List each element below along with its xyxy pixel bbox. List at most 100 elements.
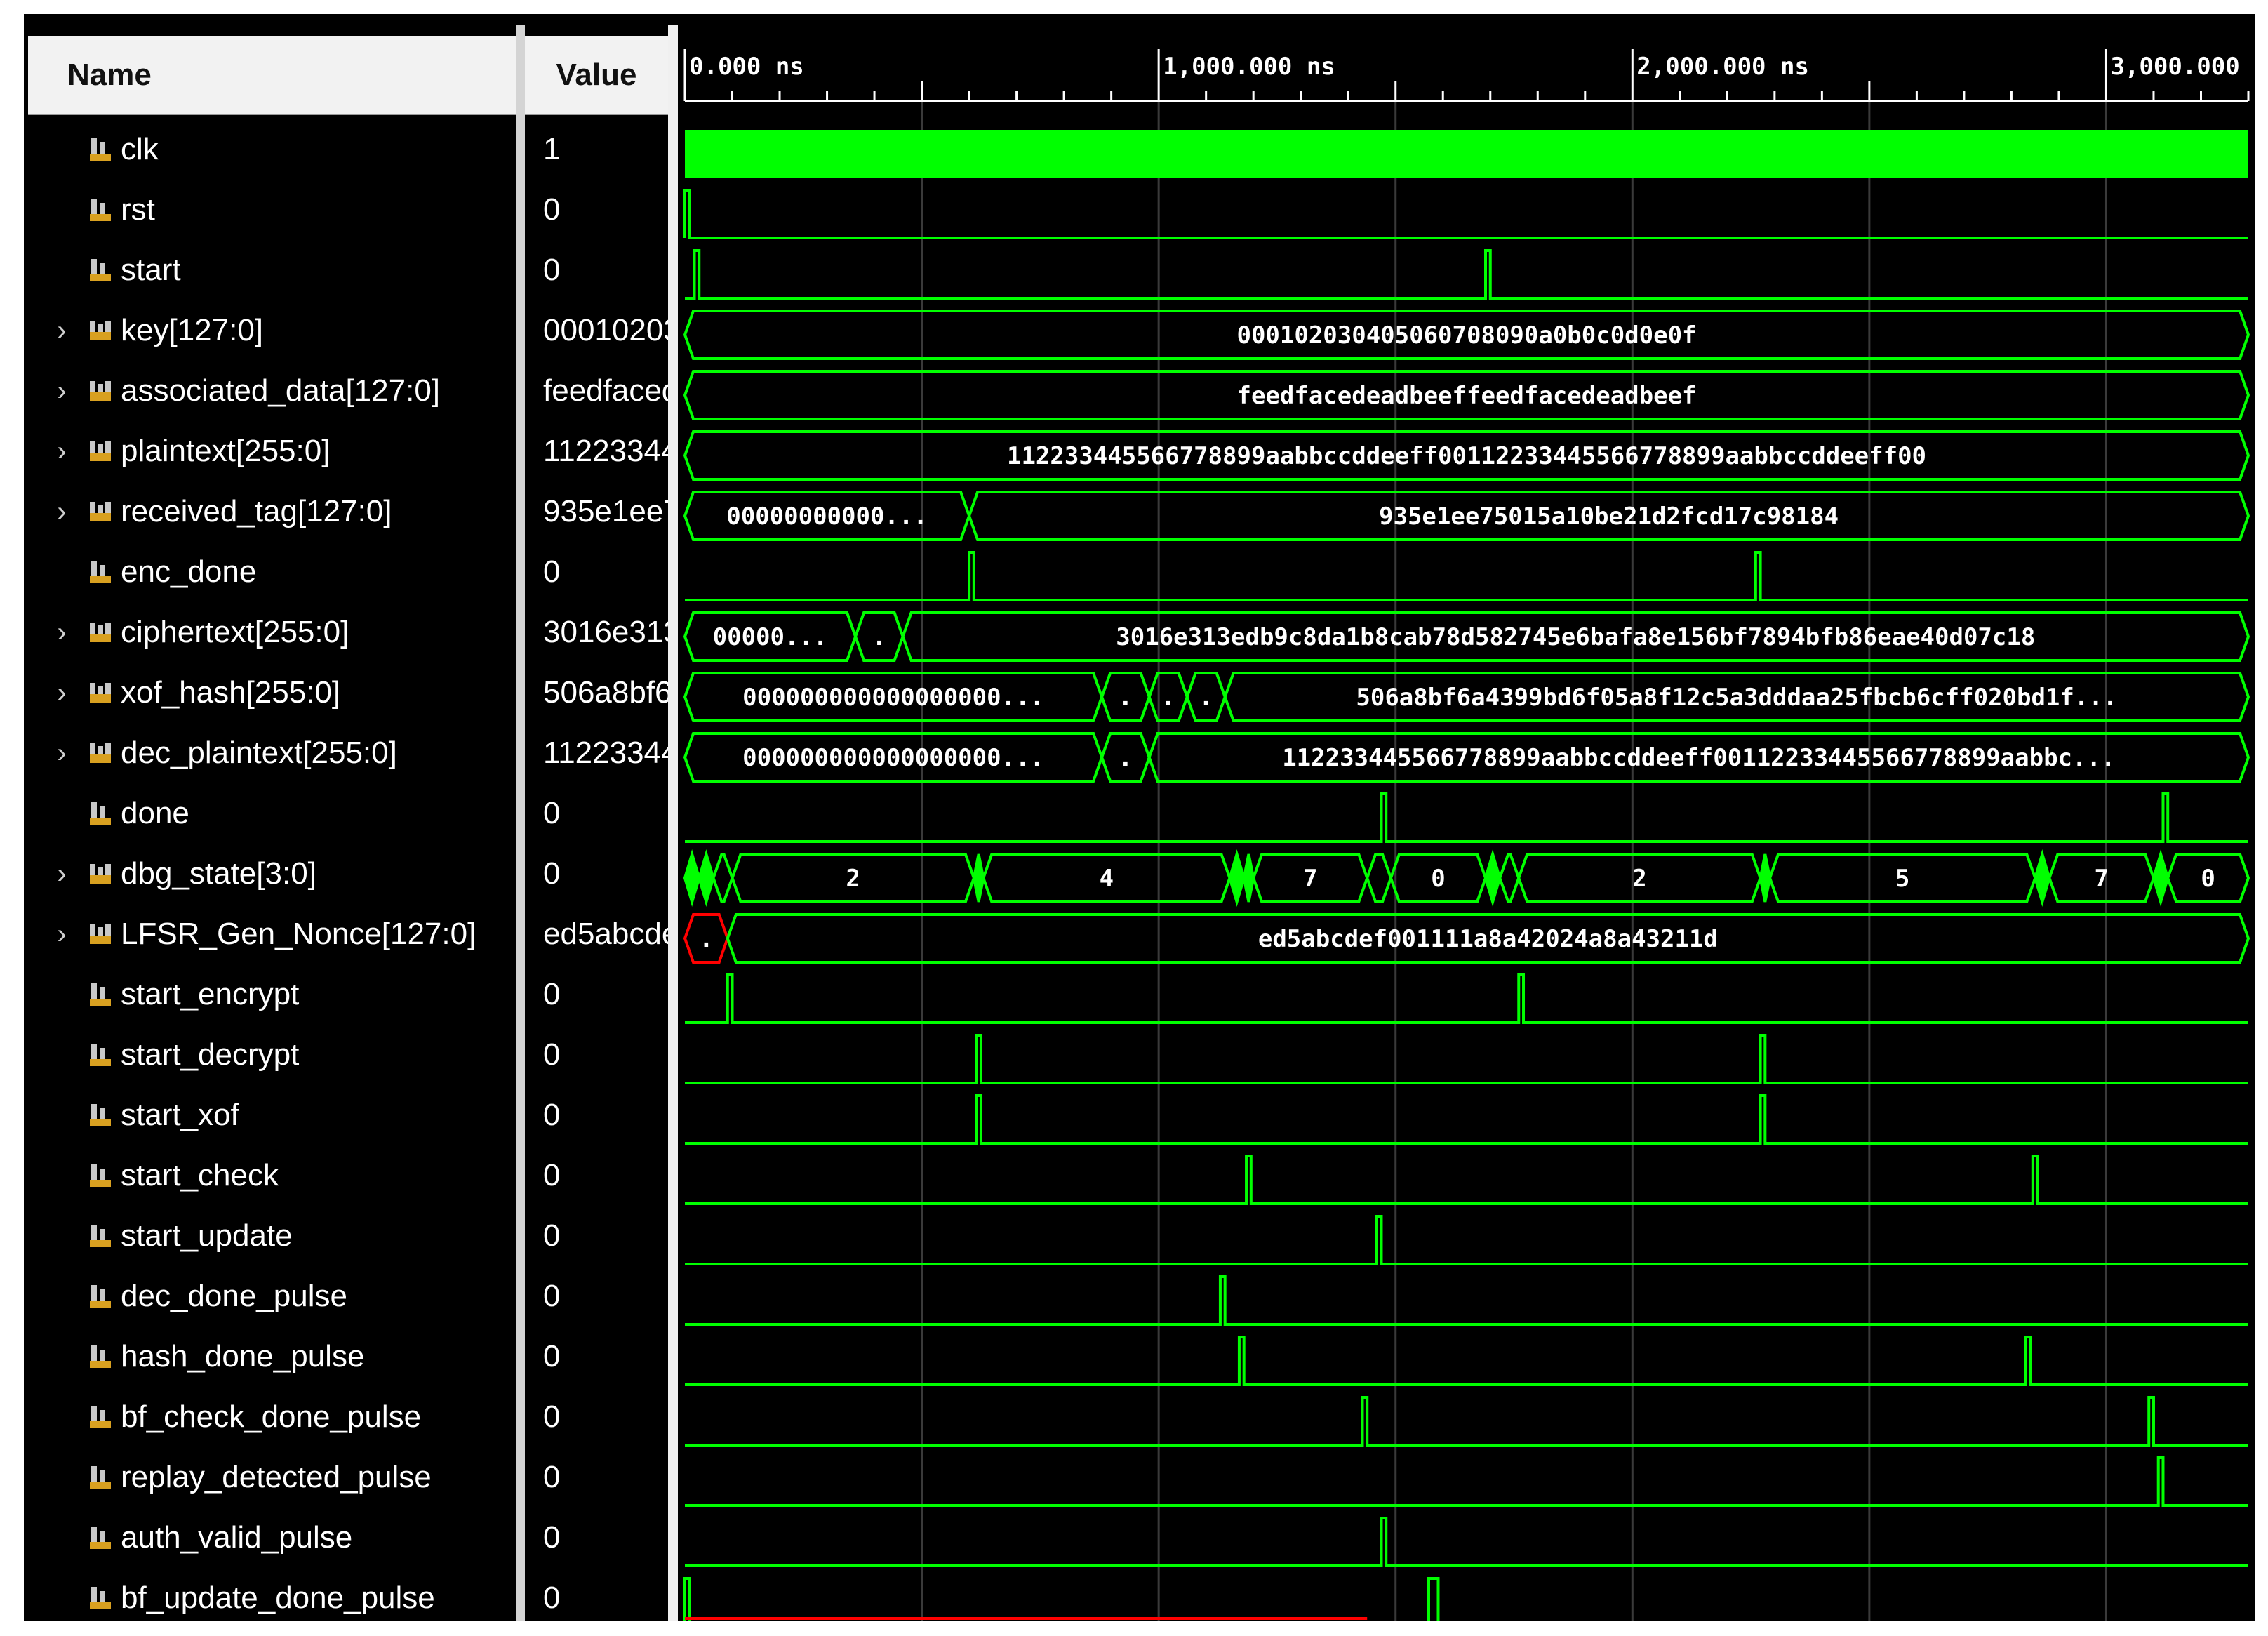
expand-chevron-icon[interactable]: › <box>57 737 67 769</box>
signal-row[interactable]: › associated_data[127:0] <box>28 361 440 421</box>
signal-row[interactable]: start_xof <box>28 1085 239 1145</box>
signal-row[interactable]: › dbg_state[3:0] <box>28 844 316 904</box>
signal-row[interactable]: replay_detected_pulse <box>28 1447 432 1508</box>
bus-value-label: 0 <box>1431 865 1445 893</box>
wave-row[interactable] <box>685 1517 2248 1567</box>
value-column-header[interactable]: Value <box>525 36 668 115</box>
signal-row[interactable]: bf_update_done_pulse <box>28 1568 435 1628</box>
signal-row[interactable]: › dec_plaintext[255:0] <box>28 723 397 783</box>
wave-row[interactable]: 00000.... 3016e313edb9c8da1b8cab78d582745… <box>683 611 2250 662</box>
wave-row[interactable] <box>685 1275 2248 1326</box>
signal-row[interactable]: auth_valid_pulse <box>28 1508 352 1568</box>
clock-trace <box>685 130 2248 178</box>
signal-value: 506a8bf6a <box>543 675 668 710</box>
signal-name: received_tag[127:0] <box>121 494 392 528</box>
wave-row[interactable]: 000000000000000000.... 112233445566778899… <box>683 732 2250 783</box>
bit-signal-icon <box>88 799 112 827</box>
bus-value-label: 506a8bf6a4399bd6f05a8f12c5a3dddaa25fbcb6… <box>1356 684 2117 712</box>
signal-row[interactable]: dec_done_pulse <box>28 1266 347 1326</box>
bus-signal-icon <box>88 739 112 767</box>
wave-row[interactable] <box>685 973 2248 1024</box>
waveform-viewer: Name clk rst start › key[127:0] › associated_d… <box>24 14 2255 1621</box>
signal-row[interactable]: start_update <box>28 1206 293 1266</box>
signal-row[interactable]: › received_tag[127:0] <box>28 481 392 542</box>
signal-row[interactable]: › key[127:0] <box>28 300 263 361</box>
signal-row[interactable]: bf_check_done_pulse <box>28 1387 421 1447</box>
wave-row[interactable] <box>685 1456 2248 1507</box>
bus-value-label: 00000000000... <box>726 503 928 531</box>
signal-name: start_update <box>121 1218 293 1253</box>
signal-row[interactable]: start_decrypt <box>28 1025 299 1085</box>
wave-row[interactable] <box>685 1094 2248 1145</box>
wave-row[interactable]: 000102030405060708090a0b0c0d0e0f <box>683 310 2250 360</box>
signal-row[interactable]: clk <box>28 119 159 180</box>
signal-name: xof_hash[255:0] <box>121 675 341 710</box>
expand-chevron-icon[interactable]: › <box>57 677 67 708</box>
bus-value-label: . <box>1119 744 1133 772</box>
signal-row[interactable]: start_encrypt <box>28 964 299 1025</box>
wave-row[interactable] <box>685 1336 2248 1386</box>
signal-value: 0 <box>543 253 561 287</box>
signal-row[interactable]: enc_done <box>28 542 256 602</box>
wave-row[interactable] <box>685 1396 2248 1447</box>
wave-row[interactable]: . ed5abcdef001111a8a42024a8a43211d <box>683 913 2250 964</box>
time-tick-label: 1,000.000 ns <box>1163 53 1335 81</box>
wave-row[interactable] <box>683 1577 2248 1621</box>
signal-name: start <box>121 253 181 287</box>
signal-row[interactable]: start_check <box>28 1145 279 1206</box>
signal-row[interactable]: › plaintext[255:0] <box>28 421 330 481</box>
signal-row[interactable]: › ciphertext[255:0] <box>28 602 349 663</box>
signal-name: start_decrypt <box>121 1037 300 1072</box>
signal-value-column: Value 1 0 0 00010203 feedfaced 11223344 935e1e… <box>525 25 668 1621</box>
expand-chevron-icon[interactable]: › <box>57 616 67 648</box>
wave-row[interactable]: feedfacedeadbeeffeedfacedeadbeef <box>683 370 2250 420</box>
wave-row[interactable] <box>685 249 2248 300</box>
wave-row[interactable] <box>685 1215 2248 1265</box>
bus-value-label: 7 <box>1303 865 1317 893</box>
bus-segment <box>683 310 2250 360</box>
expand-chevron-icon[interactable]: › <box>57 918 67 950</box>
signal-name: enc_done <box>121 554 257 589</box>
wave-row[interactable]: 112233445566778899aabbccddeeff0011223344… <box>683 430 2250 481</box>
bus-value-label: . <box>699 925 713 953</box>
signal-row[interactable]: start <box>28 240 181 300</box>
wave-row[interactable]: 2 4 7 0 2 5 7 0 <box>683 849 2250 907</box>
bit-trace <box>685 1456 2248 1507</box>
column-splitter[interactable] <box>516 25 525 1621</box>
name-column-header[interactable]: Name <box>28 36 516 115</box>
wave-row[interactable] <box>685 1034 2248 1084</box>
signal-name: LFSR_Gen_Nonce[127:0] <box>121 917 476 951</box>
signal-value: 0 <box>543 856 561 891</box>
signal-name: bf_check_done_pulse <box>121 1399 422 1434</box>
signal-row[interactable]: done <box>28 783 189 844</box>
bus-value-label: 7 <box>2094 865 2108 893</box>
wave-row[interactable] <box>685 551 2248 601</box>
signal-row[interactable]: › xof_hash[255:0] <box>28 663 340 723</box>
wave-row[interactable] <box>685 130 2248 178</box>
time-ruler[interactable]: 0.000 ns 1,000.000 ns 2,000.000 ns 3,000.00… <box>683 49 2255 102</box>
expand-chevron-icon[interactable]: › <box>57 375 67 406</box>
wave-row[interactable] <box>685 792 2248 843</box>
bus-value-label: ed5abcdef001111a8a42024a8a43211d <box>1258 925 1718 953</box>
bus-signal-icon <box>88 860 112 888</box>
wave-row[interactable] <box>683 189 2248 239</box>
signal-row[interactable]: hash_done_pulse <box>28 1326 364 1387</box>
wave-row[interactable]: 000000000000000000...... 506a8bf6a4399bd6… <box>683 672 2250 722</box>
signal-row[interactable]: rst <box>28 180 155 240</box>
signal-row[interactable]: › LFSR_Gen_Nonce[127:0] <box>28 904 476 964</box>
expand-chevron-icon[interactable]: › <box>57 314 67 346</box>
expand-chevron-icon[interactable]: › <box>57 858 67 889</box>
bit-signal-icon <box>88 1463 112 1491</box>
signal-value: 0 <box>543 554 561 589</box>
bit-trace <box>685 1034 2248 1084</box>
waveform-pane[interactable]: 0.000 ns 1,000.000 ns 2,000.000 ns 3,000.00… <box>678 14 2255 1621</box>
wave-row[interactable]: 00000000000... 935e1ee75015a10be21d2fcd17… <box>683 491 2250 541</box>
expand-chevron-icon[interactable]: › <box>57 496 67 527</box>
signal-value: 1 <box>543 132 561 166</box>
bus-value-label: . <box>1119 684 1133 712</box>
expand-chevron-icon[interactable]: › <box>57 435 67 467</box>
wave-row[interactable] <box>685 1155 2248 1205</box>
bus-value-label: 4 <box>1100 865 1114 893</box>
wave-splitter[interactable] <box>668 25 678 1621</box>
bus-value-label: 3016e313edb9c8da1b8cab78d582745e6bafa8e1… <box>1116 623 2035 651</box>
